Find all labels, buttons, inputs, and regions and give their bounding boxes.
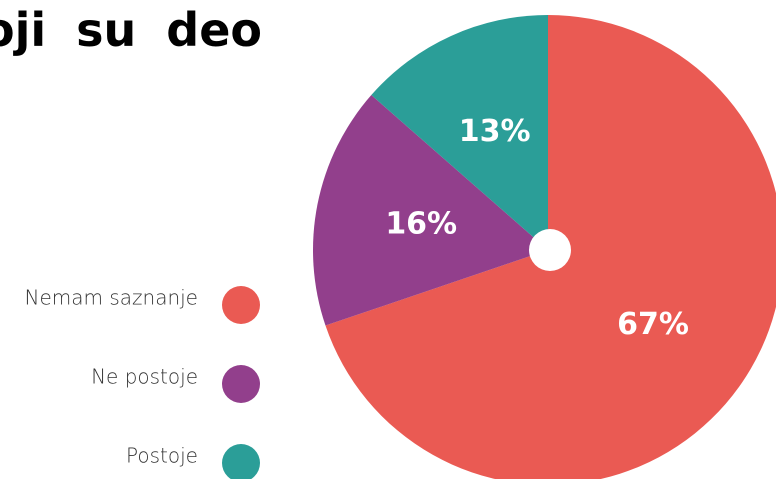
legend-marker xyxy=(222,365,260,403)
pie-slice xyxy=(371,15,548,250)
legend-marker xyxy=(222,444,260,479)
center-hole xyxy=(529,229,571,271)
value-label: 13% xyxy=(459,114,531,149)
legend-label: Nemam saznanje xyxy=(25,286,199,310)
value-label: 16% xyxy=(385,206,457,241)
pie-slice xyxy=(312,95,548,326)
legend-marker xyxy=(222,286,260,324)
chart-title: oji su deo xyxy=(0,3,262,57)
value-label: 67% xyxy=(617,307,689,342)
legend-label: Postoje xyxy=(126,444,198,468)
legend-label: Ne postoje xyxy=(91,365,198,389)
